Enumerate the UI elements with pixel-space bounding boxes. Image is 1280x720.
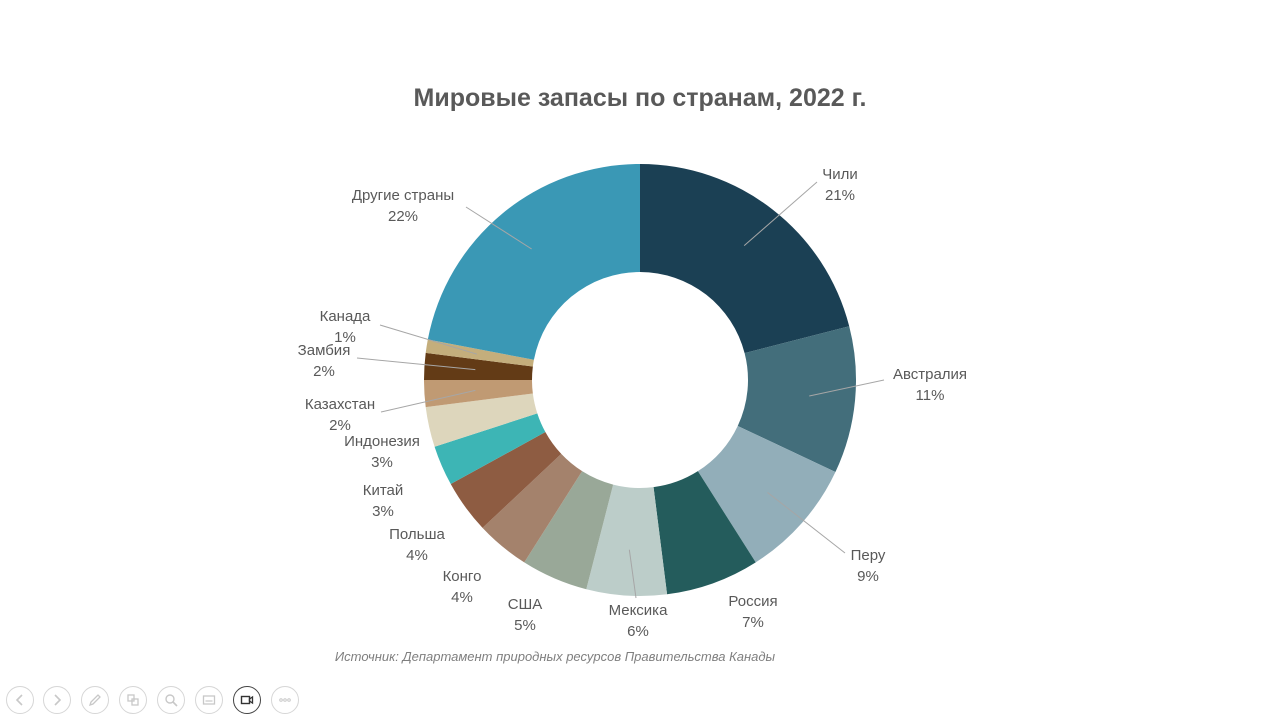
slice-label-value-4: 7% [742,614,764,631]
slice-label-value-10: 3% [371,454,393,471]
slice-label-value-11: 2% [329,417,351,434]
slice-5 [586,484,668,596]
slice-label-name-10: Индонезия [344,433,420,450]
slice-10 [425,393,538,447]
slice-label-name-8: Польша [389,526,445,543]
chart-title: Мировые запасы по странам, 2022 г. [413,84,867,112]
zoom-icon[interactable] [157,686,185,714]
slice-7 [482,453,583,563]
slice-6 [524,471,614,590]
slice-label-value-6: 5% [514,617,536,634]
leader-lines [356,181,885,599]
slice-label-name-5: Мексика [609,602,669,619]
leader-line-11 [380,389,476,413]
prev-icon[interactable] [6,686,34,714]
slice-13 [425,339,534,367]
slice-label-name-13: Канада [320,308,371,325]
slice-8 [450,432,562,528]
slices [424,164,856,596]
slice-2 [737,326,856,472]
slice-label-value-8: 4% [406,547,428,564]
slice-label-name-14: Другие страны [352,187,454,204]
slice-label-name-3: Перу [851,547,886,564]
slice-label-value-13: 1% [334,329,356,346]
slice-label-name-2: Австралия [893,366,967,383]
slice-label-value-2: 11% [916,387,945,404]
slice-4 [653,471,756,595]
slice-label-value-5: 6% [627,623,649,640]
leader-line-5 [628,549,637,599]
slice-label-value-9: 3% [372,503,394,520]
slice-9 [434,413,546,485]
slice-label-name-12: Замбия [298,342,351,359]
slice-label-name-9: Китай [363,482,404,499]
slice-label-value-12: 2% [313,363,335,380]
slice-11 [424,380,533,408]
slice-label-name-4: Россия [728,593,777,610]
subtitles-icon[interactable] [195,686,223,714]
slice-label-value-1: 21% [825,187,855,204]
source-note: Источник: Департамент природных ресурсов… [334,649,776,664]
leader-line-14 [465,206,532,250]
slice-14 [427,164,640,360]
leader-line-13 [379,324,478,355]
slides-icon[interactable] [119,686,147,714]
leader-line-2 [809,379,885,397]
slice-labels: Чили 21% Австралия 11% Перу 9% Россия 7% Мексика… [298,166,967,640]
slice-1 [640,164,850,354]
leader-line-1 [743,181,818,247]
camera-icon[interactable] [233,686,261,714]
more-icon[interactable] [271,686,299,714]
slice-12 [424,352,533,380]
slice-label-name-7: Конго [443,568,482,585]
pen-icon[interactable] [81,686,109,714]
next-icon[interactable] [43,686,71,714]
slice-3 [697,425,836,563]
slice-label-name-11: Казахстан [305,396,375,413]
slice-label-value-3: 9% [857,568,879,585]
slice-label-name-1: Чили [822,166,858,183]
slice-label-name-6: США [508,596,543,613]
leader-line-12 [356,357,476,371]
leader-line-3 [767,492,846,554]
slice-label-value-14: 22% [388,208,418,225]
slice-label-value-7: 4% [451,589,473,606]
